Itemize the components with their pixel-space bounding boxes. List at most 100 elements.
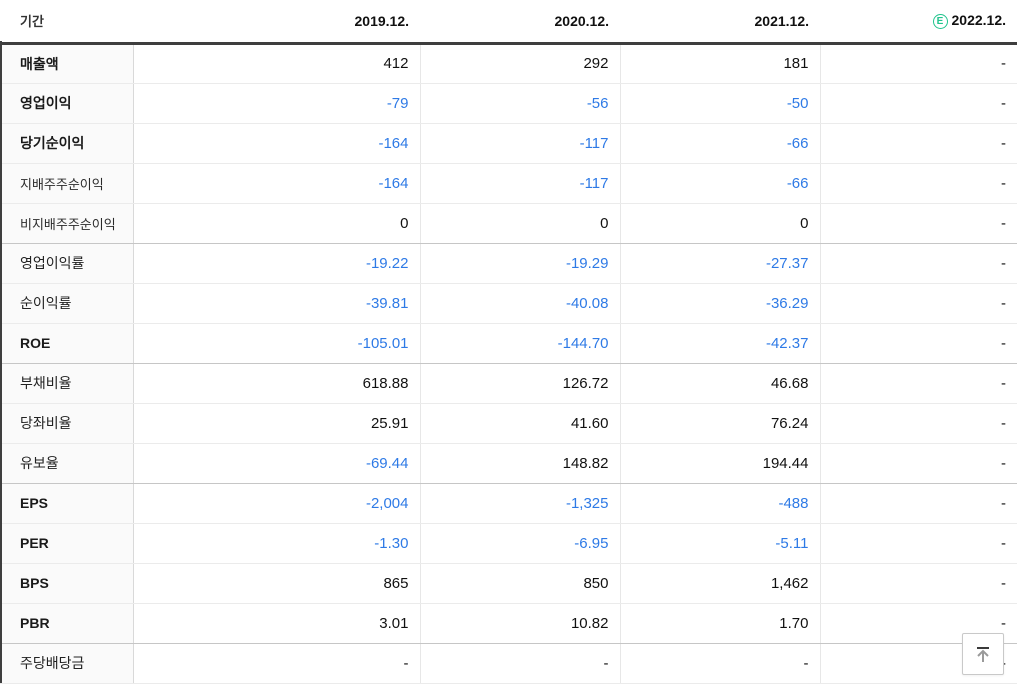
value-cell: -36.29 bbox=[620, 283, 821, 324]
value-cell: -79 bbox=[133, 83, 421, 124]
table-row: 지배주주순이익 -164 -117 -66- bbox=[0, 163, 1017, 204]
estimate-icon: E bbox=[932, 14, 948, 30]
row-label: BPS bbox=[0, 563, 134, 604]
value-cell: -19.22 bbox=[133, 243, 421, 284]
value-cell: 46.68 bbox=[620, 363, 821, 404]
value-cell: - bbox=[820, 363, 1017, 404]
column-header-2019: 2019.12. bbox=[133, 0, 420, 45]
row-label: 영업이익 bbox=[0, 83, 134, 124]
value-cell: - bbox=[620, 643, 821, 684]
value-cell: -19.29 bbox=[420, 243, 621, 284]
value-cell: - bbox=[820, 563, 1017, 604]
table-row: PER -1.30 -6.95 -5.11- bbox=[0, 523, 1017, 564]
value-cell: 181 bbox=[620, 43, 821, 84]
value-cell: 0 bbox=[133, 203, 421, 244]
value-cell: -117 bbox=[420, 163, 621, 204]
table-row: 유보율 -69.44 148.82 194.44- bbox=[0, 443, 1017, 484]
table-row: 영업이익률 -19.22 -19.29 -27.37- bbox=[0, 243, 1017, 284]
value-cell: - bbox=[820, 403, 1017, 444]
value-cell: - bbox=[820, 443, 1017, 484]
row-label: 지배주주순이익 bbox=[0, 163, 134, 204]
row-label: 주당배당금 bbox=[0, 643, 134, 684]
value-cell: -66 bbox=[620, 123, 821, 164]
value-cell: -66 bbox=[620, 163, 821, 204]
column-header-2021: 2021.12. bbox=[620, 0, 820, 45]
table-left-border bbox=[0, 41, 2, 683]
value-cell: - bbox=[820, 83, 1017, 124]
value-cell: 3.01 bbox=[133, 603, 421, 644]
value-cell: -105.01 bbox=[133, 323, 421, 364]
table-row: 주당배당금---- bbox=[0, 643, 1017, 684]
value-cell: - bbox=[820, 243, 1017, 284]
row-label: 부채비율 bbox=[0, 363, 134, 404]
value-cell: 10.82 bbox=[420, 603, 621, 644]
table-row: EPS -2,004 -1,325 -488- bbox=[0, 483, 1017, 524]
value-cell: -56 bbox=[420, 83, 621, 124]
table-row: 부채비율 618.88 126.72 46.68- bbox=[0, 363, 1017, 404]
row-label: PBR bbox=[0, 603, 134, 644]
value-cell: -5.11 bbox=[620, 523, 821, 564]
value-cell: - bbox=[820, 123, 1017, 164]
value-cell: - bbox=[133, 643, 421, 684]
column-header-2020: 2020.12. bbox=[420, 0, 620, 45]
row-label: 당기순이익 bbox=[0, 123, 134, 164]
row-label: 비지배주주순이익 bbox=[0, 203, 134, 244]
value-cell: -40.08 bbox=[420, 283, 621, 324]
table-row: 비지배주주순이익 0 0 0- bbox=[0, 203, 1017, 244]
value-cell: - bbox=[820, 43, 1017, 84]
scroll-to-top-button[interactable] bbox=[962, 633, 1004, 675]
table-body: 매출액 412 292 181- 영업이익 -79 -56 -50- 당기순이익 -164 -117… bbox=[0, 43, 1017, 684]
value-cell: -27.37 bbox=[620, 243, 821, 284]
table-header: 기간 2019.12. 2020.12. 2021.12. E 2022.12. bbox=[0, 0, 1017, 45]
value-cell: -42.37 bbox=[620, 323, 821, 364]
value-cell: -488 bbox=[620, 483, 821, 524]
table-row: 순이익률 -39.81 -40.08 -36.29- bbox=[0, 283, 1017, 324]
value-cell: -144.70 bbox=[420, 323, 621, 364]
value-cell: 41.60 bbox=[420, 403, 621, 444]
table-row: BPS 865 850 1,462- bbox=[0, 563, 1017, 604]
value-cell: 412 bbox=[133, 43, 421, 84]
value-cell: -6.95 bbox=[420, 523, 621, 564]
value-cell: 194.44 bbox=[620, 443, 821, 484]
period-header: 기간 bbox=[0, 0, 133, 45]
header-row: 기간 2019.12. 2020.12. 2021.12. E 2022.12. bbox=[0, 0, 1017, 45]
value-cell: 126.72 bbox=[420, 363, 621, 404]
value-cell: 0 bbox=[420, 203, 621, 244]
column-header-2022-estimate: E 2022.12. bbox=[820, 0, 1017, 45]
value-cell: - bbox=[820, 283, 1017, 324]
value-cell: -117 bbox=[420, 123, 621, 164]
value-cell: -39.81 bbox=[133, 283, 421, 324]
table-row: 당기순이익 -164 -117 -66- bbox=[0, 123, 1017, 164]
row-label: 매출액 bbox=[0, 43, 134, 84]
value-cell: -1,325 bbox=[420, 483, 621, 524]
table-row: 영업이익 -79 -56 -50- bbox=[0, 83, 1017, 124]
value-cell: 0 bbox=[620, 203, 821, 244]
value-cell: 850 bbox=[420, 563, 621, 604]
row-label: ROE bbox=[0, 323, 134, 364]
value-cell: 1.70 bbox=[620, 603, 821, 644]
table-row: PBR 3.01 10.82 1.70- bbox=[0, 603, 1017, 644]
value-cell: 292 bbox=[420, 43, 621, 84]
table-row: 당좌비율 25.91 41.60 76.24- bbox=[0, 403, 1017, 444]
value-cell: 148.82 bbox=[420, 443, 621, 484]
value-cell: -50 bbox=[620, 83, 821, 124]
value-cell: - bbox=[820, 523, 1017, 564]
value-cell: - bbox=[820, 323, 1017, 364]
value-cell: 865 bbox=[133, 563, 421, 604]
arrow-up-to-line-icon bbox=[972, 643, 994, 665]
value-cell: - bbox=[820, 163, 1017, 204]
value-cell: 25.91 bbox=[133, 403, 421, 444]
value-cell: 1,462 bbox=[620, 563, 821, 604]
value-cell: - bbox=[420, 643, 621, 684]
value-cell: - bbox=[820, 203, 1017, 244]
value-cell: 618.88 bbox=[133, 363, 421, 404]
value-cell: -2,004 bbox=[133, 483, 421, 524]
row-label: PER bbox=[0, 523, 134, 564]
table-row: ROE -105.01 -144.70 -42.37- bbox=[0, 323, 1017, 364]
value-cell: -164 bbox=[133, 123, 421, 164]
value-cell: -1.30 bbox=[133, 523, 421, 564]
row-label: 유보율 bbox=[0, 443, 134, 484]
row-label: EPS bbox=[0, 483, 134, 524]
